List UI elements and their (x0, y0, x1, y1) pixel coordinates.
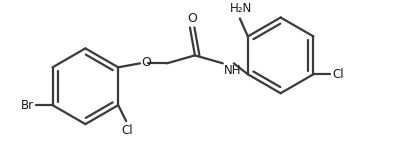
Text: Br: Br (21, 99, 34, 112)
Text: O: O (141, 56, 151, 69)
Text: Cl: Cl (122, 124, 133, 137)
Text: Cl: Cl (333, 68, 344, 81)
Text: O: O (187, 12, 197, 25)
Text: H₂N: H₂N (230, 3, 252, 16)
Text: NH: NH (224, 64, 241, 77)
